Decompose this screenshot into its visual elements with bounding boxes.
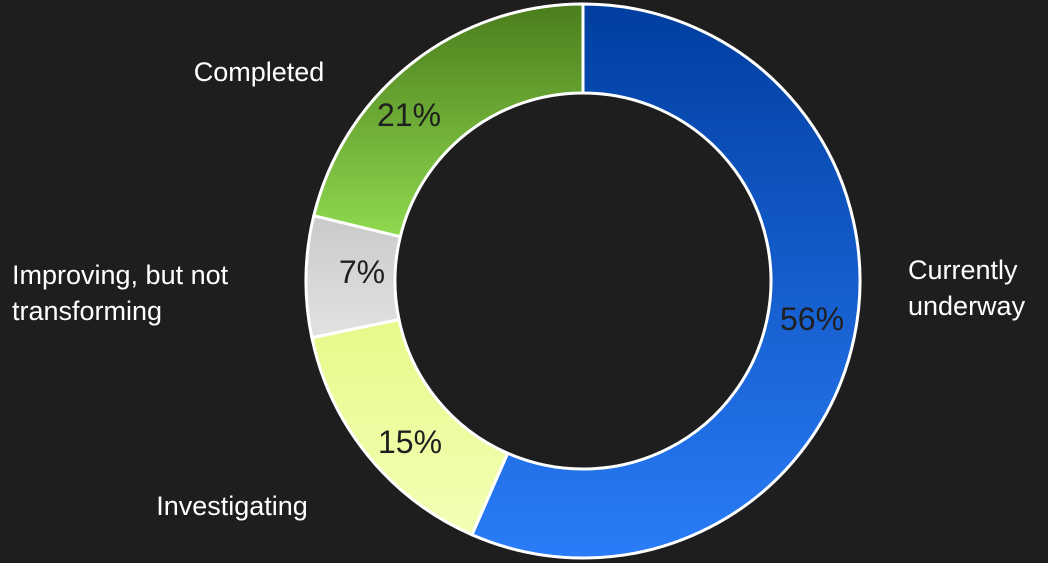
data-label-investigating: 15% [378, 424, 442, 460]
category-label-line: Currently [908, 255, 1018, 285]
slice-completed [311, 2, 585, 239]
category-label-line: Improving, but not [12, 260, 229, 290]
category-label-line: Investigating [156, 491, 308, 521]
data-label-completed: 21% [377, 97, 441, 133]
category-label-line: underway [908, 291, 1026, 321]
category-labels-group: Currently underway Investigating Improving,… [12, 57, 1026, 521]
data-labels-group: 56% 15% 7% 21% [339, 97, 844, 460]
slice-currently-underway [469, 2, 862, 560]
data-label-currently-underway: 56% [780, 301, 844, 337]
data-label-improving-but-not-transforming: 7% [339, 254, 385, 290]
category-label-investigating: Investigating [156, 491, 308, 521]
slices-group [304, 2, 862, 560]
category-label-currently-underway: Currently underway [908, 255, 1026, 321]
category-label-improving-but-not-transforming: Improving, but not transforming [12, 260, 229, 326]
category-label-line: transforming [12, 296, 162, 326]
category-label-line: Completed [194, 57, 325, 87]
category-label-completed: Completed [194, 57, 325, 87]
